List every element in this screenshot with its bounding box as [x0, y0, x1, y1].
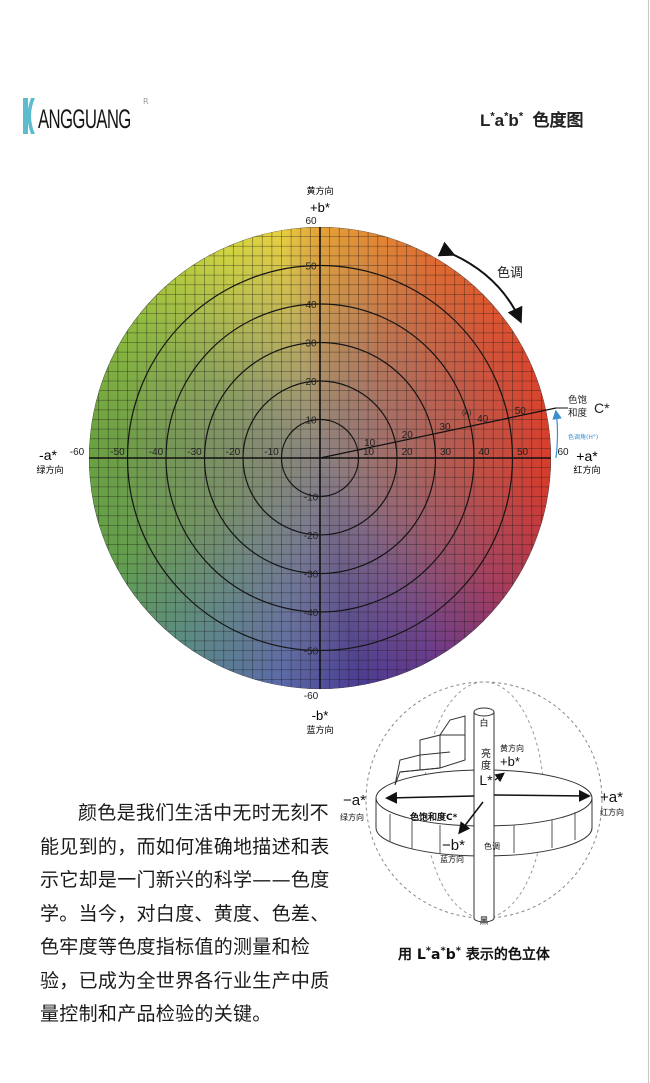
b-tick-label: 50 [305, 262, 317, 273]
lightness-pole [473, 712, 495, 923]
a-tick-label: 10 [363, 447, 375, 458]
logo-text: ANGGUANG [38, 104, 131, 134]
caption-star: * [455, 945, 461, 957]
b-tick-label: 30 [305, 339, 317, 350]
solid-caption: 用 L*a*b* 表示的色立体 [398, 944, 550, 964]
b-tick-label: -20 [304, 531, 319, 542]
b-tick-label: 20 [305, 377, 317, 388]
b-tick-label: -50 [304, 647, 319, 658]
red-direction: 红方向 [600, 807, 624, 817]
a-tick-label: -50 [110, 447, 125, 458]
sphere-outline [365, 681, 603, 919]
hue-angle-arc-icon [552, 409, 562, 459]
a-tick-label: 40 [478, 447, 490, 458]
chroma-symbol: C* [594, 400, 610, 416]
a-tick-label: 20 [401, 447, 413, 458]
chroma-line-tick-label: 30 [439, 422, 451, 433]
lightness-label-2: 度 [481, 759, 491, 772]
page-edge [648, 0, 649, 1083]
b-tick-label: 40 [305, 300, 317, 311]
color-solid-diagram [365, 681, 603, 923]
chroma-solid-label: 色饱和度C* [410, 811, 458, 823]
right-direction: 红方向 [573, 464, 600, 476]
b-tick-label: 10 [305, 416, 317, 427]
a-tick-label: -10 [264, 447, 279, 458]
title-star: * [490, 110, 495, 123]
chroma-line-tick-label: 50 [515, 406, 527, 417]
title-L: L [480, 111, 491, 130]
plus-b-label: +b* [500, 754, 520, 769]
yellow-direction: 黄方向 [500, 743, 524, 753]
b-tick-label: -30 [304, 570, 319, 581]
a-tick-label: -30 [187, 447, 202, 458]
hue-angle-label: 色调角(H°) [568, 433, 598, 441]
pole-top [473, 707, 495, 717]
title-b: b [508, 111, 519, 130]
a-tick-label: -20 [226, 447, 241, 458]
title-star: * [504, 110, 509, 123]
chroma-line-tick-label: 10 [364, 438, 376, 449]
chroma-label-1: 色饱 [568, 394, 588, 406]
blue-direction: 蓝方向 [440, 854, 464, 864]
minus-b-label: −b* [442, 837, 465, 854]
minus-b-arrow [458, 801, 484, 835]
lightness-symbol: L* [479, 772, 493, 788]
point-a-label: (A) [462, 410, 471, 417]
black-label: 黑 [479, 916, 488, 927]
tick-labels: -60-60-50-50-40-40-30-30-20-20-10-101010… [70, 216, 569, 702]
page-title: L*a*b* 色度图 [480, 106, 584, 131]
chroma-line-labels: 10 20 30 40 50 [364, 406, 526, 449]
lightness-label-1: 亮 [481, 747, 491, 760]
a-tick-label: -40 [149, 447, 164, 458]
chroma-line [319, 407, 557, 459]
a-tick-label: -60 [70, 447, 85, 458]
minus-a-arrow [385, 791, 475, 804]
chroma-label-2: 和度 [568, 407, 588, 419]
bottom-direction: 蓝方向 [306, 724, 333, 736]
b-tick-label: -40 [304, 608, 319, 619]
a-tick-label: 50 [517, 447, 529, 458]
top-axis-label: +b* [310, 200, 330, 215]
plus-a-arrow [493, 789, 591, 802]
left-direction: 绿方向 [36, 464, 63, 476]
b-tick-label: -60 [304, 691, 319, 702]
title-a: a [494, 111, 505, 130]
logo-k-mark-icon [23, 98, 35, 134]
title-star: * [518, 110, 524, 123]
left-axis-label: -a* [39, 447, 57, 463]
a-tick-label: 30 [440, 447, 452, 458]
bottom-axis-label: -b* [312, 708, 329, 723]
caption-pre: 用 L [398, 947, 426, 963]
minus-a-label: −a* [343, 792, 366, 809]
top-direction: 黄方向 [306, 185, 333, 197]
caption-b: b [445, 947, 456, 963]
intro-paragraph: 颜色是我们生活中无时无刻不能见到的，而如何准确地描述和表示它却是一门新兴的科学—… [40, 802, 330, 1025]
color-solid-labels: 白 黑 亮 度 L* 黄方向 +b* −a* 绿方向 +a* 红方向 色饱和度C… [340, 717, 624, 927]
chroma-line-tick-label: 20 [402, 430, 414, 441]
caption-star: * [425, 945, 432, 957]
caption-post: 表示的色立体 [460, 947, 550, 963]
caption-star: * [440, 945, 446, 957]
registered-mark: R [143, 97, 149, 106]
caption-a: a [431, 947, 441, 963]
chroma-line-tick-label: 40 [477, 414, 489, 425]
title-suffix: 色度图 [532, 111, 584, 130]
plus-b-arrow [494, 772, 505, 783]
a-tick-label: 60 [557, 447, 569, 458]
b-tick-label: -10 [304, 493, 319, 504]
right-axis-label: +a* [576, 448, 598, 464]
white-label: 白 [479, 717, 488, 729]
b-tick-label: 60 [305, 216, 317, 227]
chroma-steps-lines [399, 734, 465, 773]
disk-segments [389, 812, 576, 853]
hue-label: 色调 [497, 265, 523, 281]
plus-a-label: +a* [600, 789, 623, 806]
hue-direction-arrow-icon [437, 241, 523, 324]
kangguang-logo: ANGGUANG [22, 96, 188, 134]
green-direction: 绿方向 [340, 812, 364, 822]
hue-solid-label: 色调 [484, 841, 500, 851]
